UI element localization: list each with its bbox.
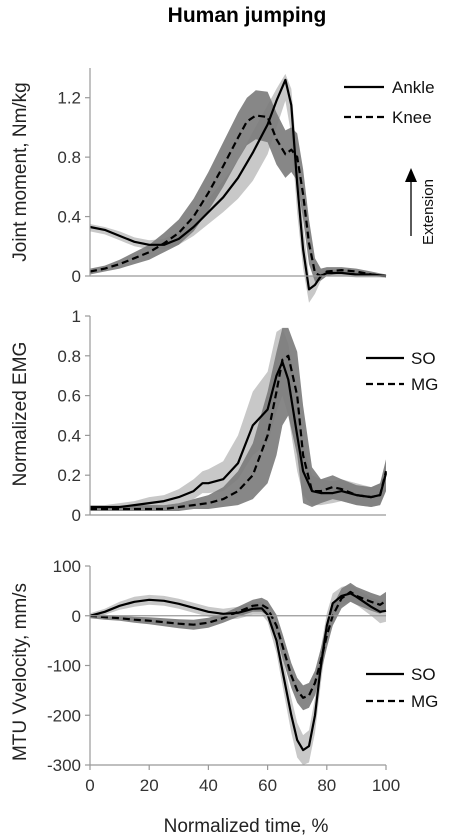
moment-axes: 0 0.4 0.8 1.2 [57, 68, 386, 286]
moment-ytick-label: 0.8 [57, 148, 81, 167]
emg-line-mg [90, 354, 388, 511]
panel-joint-moment: 0 0.4 0.8 1.2 Joint moment, Nm/kg Ankle Kne… [10, 68, 437, 303]
legend-label-so-emg: SO [411, 349, 436, 368]
velocity-xtick-label: 100 [372, 776, 400, 795]
velocity-ytick-label: 0 [72, 607, 81, 626]
moment-line-ankle [89, 78, 387, 291]
x-axis-label: Normalized time, % [164, 816, 329, 837]
emg-ytick-label: 0.6 [57, 387, 81, 406]
emg-axes: 0 0.2 0.4 0.6 0.8 1 [57, 307, 386, 525]
legend-label-knee: Knee [392, 108, 432, 127]
emg-line-so [90, 360, 388, 509]
emg-ytick-label: 0.8 [57, 347, 81, 366]
velocity-band-so [90, 584, 386, 765]
velocity-xtick-label: 20 [140, 776, 159, 795]
emg-bands [90, 327, 386, 511]
velocity-line-mg [89, 590, 387, 699]
moment-ytick-label: 0.4 [57, 208, 81, 227]
velocity-legend: SO MG [366, 665, 438, 711]
velocity-ytick-label: -300 [47, 756, 81, 775]
emg-ylabel: Normalized EMG [10, 342, 31, 487]
legend-label-mg-velocity: MG [411, 692, 438, 711]
velocity-xtick-label: 40 [199, 776, 218, 795]
emg-ytick-label: 1 [72, 307, 81, 326]
emg-ytick-label: 0.4 [57, 426, 81, 445]
emg-lines [90, 354, 388, 511]
velocity-xtick-label: 60 [258, 776, 277, 795]
velocity-line-so [89, 592, 387, 752]
figure-title: Human jumping [168, 4, 327, 27]
velocity-ytick-label: 100 [53, 557, 81, 576]
velocity-band-mg [90, 582, 386, 711]
emg-band-mg [90, 327, 386, 511]
legend-label-mg-emg: MG [411, 375, 438, 394]
emg-legend: SO MG [366, 349, 438, 394]
velocity-ylabel: MTU Vvelocity, mm/s [10, 583, 31, 761]
moment-band-knee [90, 90, 386, 282]
moment-legend: Ankle Knee [344, 78, 435, 127]
extension-arrow-head [405, 168, 417, 182]
emg-ytick-label: 0.2 [57, 466, 81, 485]
velocity-bands [90, 582, 386, 765]
extension-annotation: Extension [405, 168, 437, 245]
panel-mtu-velocity: -300 -200 -100 0 100 0 20 40 60 80 100 MTU Vveloci… [10, 557, 438, 795]
legend-label-ankle: Ankle [392, 78, 435, 97]
extension-label: Extension [420, 179, 437, 245]
moment-ytick-label: 1.2 [57, 89, 81, 108]
velocity-ytick-label: -100 [47, 657, 81, 676]
moment-bands [90, 73, 386, 303]
emg-ytick-label: 0 [72, 506, 81, 525]
velocity-lines [89, 590, 387, 752]
velocity-axes: -300 -200 -100 0 100 0 20 40 60 80 100 [47, 557, 400, 795]
velocity-ytick-label: -200 [47, 706, 81, 725]
moment-ytick-label: 0 [72, 267, 81, 286]
moment-line-knee [89, 114, 387, 278]
moment-ylabel: Joint moment, Nm/kg [10, 82, 31, 262]
panel-emg: 0 0.2 0.4 0.6 0.8 1 Normalized EMG SO MG [10, 307, 438, 525]
velocity-xtick-label: 80 [317, 776, 336, 795]
moment-lines [89, 78, 387, 291]
legend-label-so-velocity: SO [411, 665, 436, 684]
velocity-xtick-label: 0 [85, 776, 94, 795]
